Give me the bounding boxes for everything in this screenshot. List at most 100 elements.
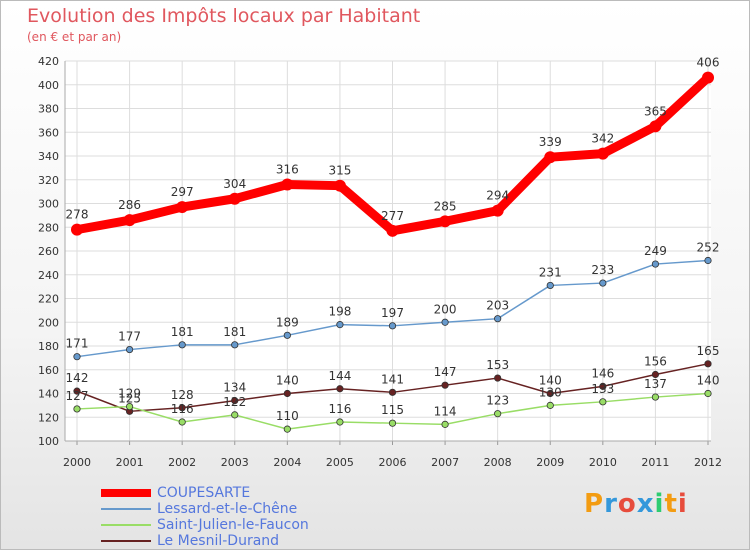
data-point <box>651 393 660 401</box>
data-point <box>704 256 712 265</box>
data-label: 171 <box>66 337 89 351</box>
data-point <box>439 215 452 228</box>
logo-letter: i <box>654 489 665 519</box>
x-tick-label: 2009 <box>536 456 564 469</box>
x-tick-label: 2008 <box>484 456 512 469</box>
data-label: 297 <box>171 185 194 199</box>
y-tick-label: 380 <box>38 103 59 116</box>
data-point <box>704 360 712 368</box>
data-label: 122 <box>223 395 246 409</box>
data-point <box>73 387 81 395</box>
data-label: 134 <box>223 381 246 395</box>
data-point <box>231 341 239 349</box>
data-point <box>494 374 502 382</box>
x-tick-label: 2012 <box>694 456 722 469</box>
data-label: 189 <box>276 315 299 329</box>
data-label: 123 <box>486 394 509 408</box>
data-label: 278 <box>66 208 89 222</box>
y-tick-label: 260 <box>38 245 59 258</box>
data-label: 137 <box>644 377 667 391</box>
data-point <box>441 318 449 326</box>
data-label: 277 <box>381 209 404 223</box>
data-point <box>123 214 136 227</box>
data-label: 339 <box>539 135 562 149</box>
data-point <box>651 370 660 379</box>
data-point <box>176 201 189 214</box>
logo-letter: i <box>677 489 688 519</box>
y-tick-label: 420 <box>38 55 59 68</box>
logo-letter: o <box>617 489 637 519</box>
data-label: 285 <box>434 199 457 213</box>
legend-swatch <box>101 508 151 510</box>
data-label: 177 <box>118 330 141 344</box>
data-point <box>228 192 241 205</box>
data-point <box>494 315 502 323</box>
y-tick-label: 340 <box>38 150 59 163</box>
data-label: 315 <box>328 164 351 178</box>
legend-swatch <box>101 524 151 526</box>
data-point <box>651 260 660 268</box>
y-tick-label: 100 <box>38 435 59 448</box>
y-tick-label: 320 <box>38 174 59 187</box>
y-tick-label: 220 <box>38 293 59 306</box>
data-label: 316 <box>276 163 299 177</box>
data-label: 203 <box>486 299 509 313</box>
data-label: 127 <box>66 389 89 403</box>
data-point <box>125 402 134 411</box>
data-point <box>231 411 239 419</box>
data-point <box>704 389 712 398</box>
legend-label: Lessard-et-le-Chêne <box>157 501 298 517</box>
y-tick-label: 140 <box>38 388 59 401</box>
legend-label: Saint-Julien-le-Faucon <box>157 517 309 533</box>
logo-letter: x <box>636 489 655 519</box>
data-label: 165 <box>697 344 720 358</box>
y-tick-label: 280 <box>38 221 59 234</box>
y-tick-label: 360 <box>38 126 59 139</box>
legend-swatch <box>101 540 151 542</box>
legend-item: Le Mesnil-Durand <box>101 533 361 549</box>
data-label: 140 <box>539 374 562 388</box>
data-label: 133 <box>591 382 614 396</box>
data-point <box>283 331 291 339</box>
x-tick-label: 2000 <box>63 456 91 469</box>
data-label: 129 <box>118 387 141 401</box>
x-tick-label: 2010 <box>589 456 617 469</box>
data-point <box>336 321 344 329</box>
data-point <box>336 385 344 393</box>
legend-label: COUPESARTE <box>157 485 251 501</box>
x-tick-label: 2006 <box>379 456 407 469</box>
data-point <box>494 410 502 418</box>
x-tick-label: 2005 <box>326 456 354 469</box>
y-tick-label: 200 <box>38 316 59 329</box>
data-point <box>73 405 81 413</box>
data-point <box>649 120 662 133</box>
data-point <box>388 419 397 427</box>
data-point <box>386 224 399 237</box>
data-label: 233 <box>591 263 614 277</box>
data-label: 142 <box>66 371 89 385</box>
y-tick-label: 300 <box>38 198 59 211</box>
data-label: 130 <box>539 385 562 399</box>
data-label: 406 <box>697 56 720 70</box>
data-point <box>283 389 291 398</box>
data-point <box>546 401 554 409</box>
data-label: 198 <box>328 305 351 319</box>
data-point <box>178 341 186 349</box>
data-point <box>333 179 346 192</box>
data-point <box>702 71 714 84</box>
data-label: 144 <box>328 369 351 383</box>
logo-letter: t <box>664 489 678 519</box>
data-label: 140 <box>697 374 720 388</box>
x-tick-label: 2011 <box>641 456 669 469</box>
data-point <box>491 204 504 217</box>
data-point <box>596 147 609 160</box>
y-tick-label: 180 <box>38 340 59 353</box>
data-label: 231 <box>539 265 562 279</box>
y-tick-label: 240 <box>38 269 59 282</box>
data-point <box>388 322 397 330</box>
x-tick-label: 2004 <box>273 456 301 469</box>
data-label: 140 <box>276 374 299 388</box>
data-point <box>231 397 239 405</box>
y-tick-label: 160 <box>38 364 59 377</box>
